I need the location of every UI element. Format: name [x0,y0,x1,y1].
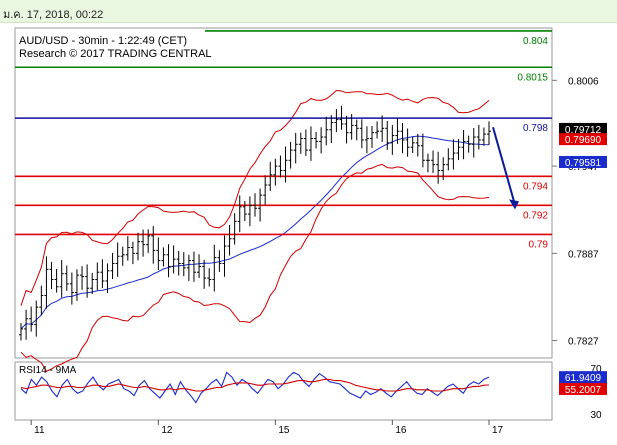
x-tick-label: 15 [278,425,290,436]
bollinger-upper-line [20,89,490,306]
x-tick-label: 16 [395,425,407,436]
rsi-value-tag-box [559,382,607,395]
bollinger-layer [20,89,490,372]
y-tick-label: 0.8006 [568,76,599,87]
y-tick-label: 0.7887 [568,249,599,260]
forecast-arrow-shaft [492,126,515,202]
levels-layer: 0.804 0.8015 0.798 0.794 0.792 0.79 [15,30,552,250]
rsi-ma-line [20,378,490,392]
price-tag-label: 0.79690 [565,135,602,146]
timestamp-bar: ม.ค. 17, 2018, 00:22 [0,0,617,23]
copyright-text: Research © 2017 TRADING CENTRAL [19,48,212,60]
x-tick-label: 17 [492,425,504,436]
level-label-2: 0.798 [523,123,548,134]
level-label-0: 0.804 [523,36,548,47]
candles-layer [19,105,519,341]
forecast-arrow-head [509,199,519,210]
price-panel [14,27,553,359]
y-tick-label: 0.7827 [568,337,599,348]
x-tick-label: 12 [161,425,173,436]
price-tag-box [559,122,607,135]
level-label-1: 0.8015 [517,72,548,83]
rsi-line [20,371,490,404]
timestamp-text: ม.ค. 17, 2018, 00:22 [3,9,104,21]
rsi-panel [14,361,553,421]
price-tag-box [559,155,607,168]
price-tag-label: 0.79581 [565,158,602,169]
price-tag-label: 0.79712 [565,125,602,136]
bollinger-lower-line [20,163,490,372]
rsi-value-tag-box [559,371,607,384]
rsi-y-tick-label: 70 [590,364,602,375]
axis-layer: 0.80060.79470.78870.78270.797120.796900.… [30,76,607,436]
rsi-y-tick-label: 30 [590,410,602,421]
moving-average-line [20,135,490,330]
chart-title: AUD/USD - 30min - 1:22:49 (CET) [19,35,187,47]
level-label-5: 0.79 [529,239,549,250]
rsi-label: RSI14 - 9MA [19,365,77,376]
price-tag-box [559,133,607,146]
x-tick-label: 11 [34,425,45,436]
level-label-4: 0.792 [523,210,548,221]
rsi-value-tag-label: 61.9409 [565,373,602,384]
rsi-value-tag-label: 55.2007 [565,385,602,396]
level-label-3: 0.794 [523,181,548,192]
